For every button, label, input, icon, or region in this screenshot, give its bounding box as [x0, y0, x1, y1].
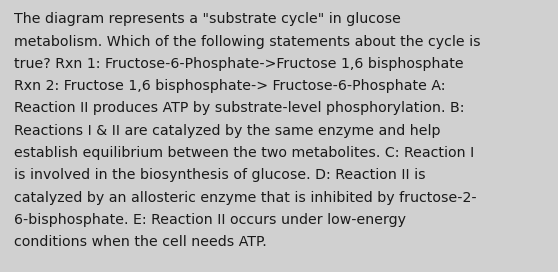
Text: metabolism. Which of the following statements about the cycle is: metabolism. Which of the following state…	[14, 35, 480, 48]
Text: Reaction II produces ATP by substrate-level phosphorylation. B:: Reaction II produces ATP by substrate-le…	[14, 101, 464, 115]
Text: Rxn 2: Fructose 1,6 bisphosphate-> Fructose-6-Phosphate A:: Rxn 2: Fructose 1,6 bisphosphate-> Fruct…	[14, 79, 445, 93]
Text: is involved in the biosynthesis of glucose. D: Reaction II is: is involved in the biosynthesis of gluco…	[14, 168, 426, 182]
Text: establish equilibrium between the two metabolites. C: Reaction I: establish equilibrium between the two me…	[14, 146, 474, 160]
Text: true? Rxn 1: Fructose-6-Phosphate->Fructose 1,6 bisphosphate: true? Rxn 1: Fructose-6-Phosphate->Fruct…	[14, 57, 464, 71]
Text: catalyzed by an allosteric enzyme that is inhibited by fructose-2-: catalyzed by an allosteric enzyme that i…	[14, 191, 477, 205]
Text: Reactions I & II are catalyzed by the same enzyme and help: Reactions I & II are catalyzed by the sa…	[14, 124, 440, 138]
Text: conditions when the cell needs ATP.: conditions when the cell needs ATP.	[14, 235, 267, 249]
Text: 6-bisphosphate. E: Reaction II occurs under low-energy: 6-bisphosphate. E: Reaction II occurs un…	[14, 213, 406, 227]
Text: The diagram represents a "substrate cycle" in glucose: The diagram represents a "substrate cycl…	[14, 12, 401, 26]
